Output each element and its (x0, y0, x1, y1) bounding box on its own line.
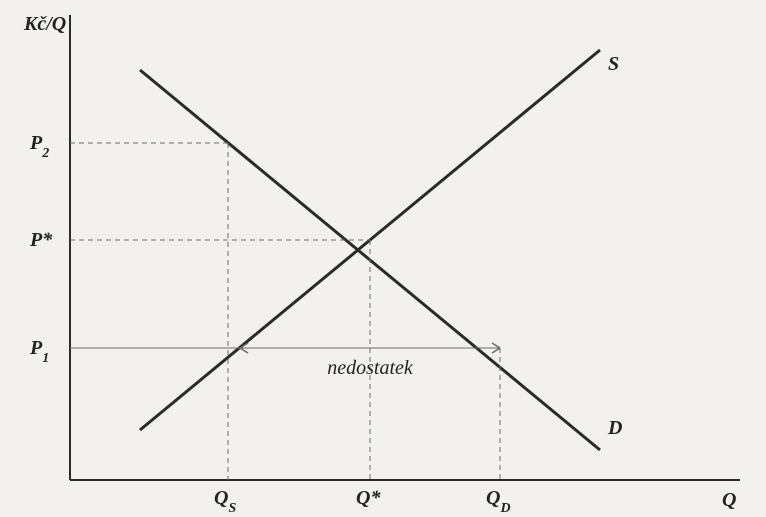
pstar-label: P* (29, 229, 53, 251)
qs-label: QS (214, 487, 236, 516)
p2-label: P2 (29, 132, 49, 161)
supply-demand-chart: Kč/QQSDP2P*P1QSQ*QDnedostatek (0, 0, 766, 517)
qd-label: QD (486, 487, 511, 516)
supply-label: S (608, 53, 619, 75)
x-axis-label: Q (722, 489, 736, 511)
shortage-label: nedostatek (327, 357, 414, 379)
qstar-label: Q* (356, 487, 381, 509)
demand-label: D (607, 417, 622, 439)
y-axis-label: Kč/Q (23, 13, 66, 35)
p1-label: P1 (29, 337, 49, 366)
